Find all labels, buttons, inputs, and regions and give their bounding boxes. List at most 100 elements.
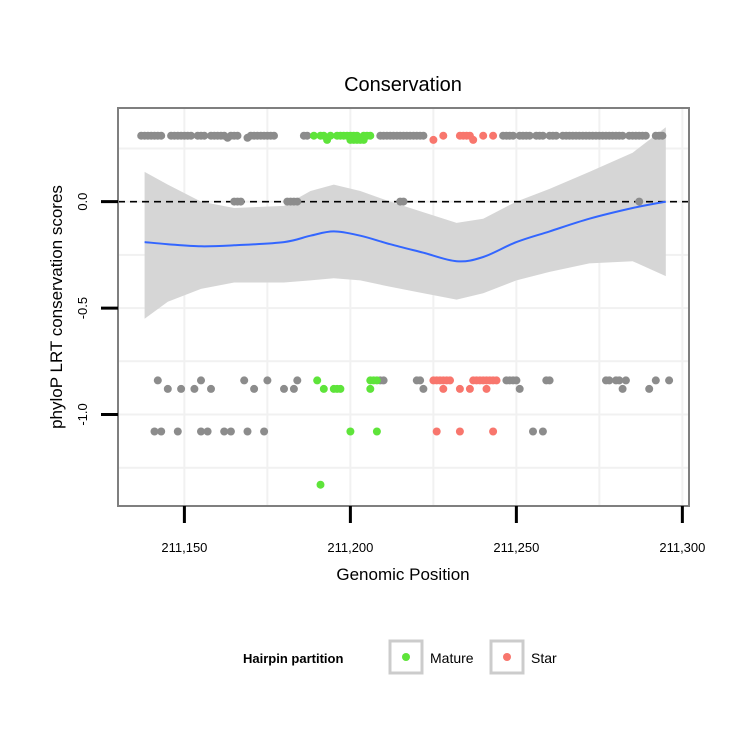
- point-other: [293, 376, 302, 385]
- legend-key-star: [489, 639, 525, 675]
- point-other: [289, 384, 298, 393]
- point-star: [432, 427, 441, 436]
- point-star: [479, 131, 488, 140]
- point-other: [153, 376, 162, 385]
- point-other: [163, 384, 172, 393]
- point-other: [263, 376, 272, 385]
- point-other: [665, 376, 674, 385]
- point-other: [621, 376, 630, 385]
- point-other: [538, 131, 547, 140]
- point-other: [618, 384, 627, 393]
- point-other: [509, 131, 518, 140]
- point-star: [465, 384, 474, 393]
- point-star: [439, 131, 448, 140]
- point-other: [399, 197, 408, 206]
- point-mature: [366, 384, 375, 393]
- point-star: [489, 427, 498, 436]
- chart-title: Conservation: [344, 74, 462, 96]
- point-star: [492, 376, 501, 385]
- point-star: [455, 427, 464, 436]
- point-star: [489, 131, 498, 140]
- x-tick-label: 211,300: [659, 540, 705, 555]
- point-mature: [319, 384, 328, 393]
- point-star: [429, 135, 438, 144]
- legend-title: Hairpin partition: [243, 651, 343, 666]
- point-other: [545, 376, 554, 385]
- point-other: [525, 131, 534, 140]
- point-other: [419, 131, 428, 140]
- points-layer: [137, 131, 674, 489]
- point-other: [177, 384, 186, 393]
- point-other: [150, 427, 159, 436]
- point-star: [446, 376, 454, 385]
- legend-label-star: Star: [531, 650, 557, 666]
- point-mature: [336, 384, 345, 393]
- point-other: [303, 131, 312, 140]
- point-other: [197, 427, 205, 436]
- x-tick-label: 211,250: [493, 540, 539, 555]
- point-other: [379, 376, 388, 385]
- point-other: [197, 376, 205, 385]
- point-other: [190, 384, 199, 393]
- point-mature: [359, 135, 368, 144]
- point-other: [635, 197, 644, 206]
- point-other: [529, 427, 537, 436]
- x-axis: 211,150 211,200 211,250 211,300: [161, 506, 705, 555]
- legend-dot-star: [503, 653, 511, 661]
- point-mature: [346, 427, 355, 436]
- confidence-ribbon: [144, 127, 666, 319]
- point-other: [243, 133, 252, 142]
- point-other: [236, 197, 245, 206]
- point-other: [200, 131, 209, 140]
- x-tick-label: 211,200: [327, 540, 373, 555]
- point-other: [645, 384, 654, 393]
- point-other: [512, 376, 521, 385]
- point-other: [618, 131, 627, 140]
- y-tick-label: 0.0: [75, 193, 90, 211]
- point-star: [439, 384, 448, 393]
- point-mature: [366, 131, 375, 140]
- point-other: [416, 376, 425, 385]
- point-star: [469, 135, 478, 144]
- point-mature: [372, 376, 381, 385]
- point-other: [538, 427, 547, 436]
- point-other: [220, 427, 229, 436]
- legend-label-mature: Mature: [430, 650, 474, 666]
- point-other: [173, 427, 182, 436]
- y-tick-label: -0.5: [75, 297, 90, 319]
- x-axis-title: Genomic Position: [336, 565, 469, 584]
- point-mature: [372, 427, 381, 436]
- point-other: [203, 427, 212, 436]
- point-mature: [323, 135, 332, 144]
- point-other: [223, 133, 232, 142]
- legend-entry-mature: Mature: [388, 639, 474, 675]
- x-tick-label: 211,150: [161, 540, 207, 555]
- point-other: [293, 197, 302, 206]
- smooth-line: [144, 200, 666, 263]
- point-star: [455, 384, 464, 393]
- point-other: [250, 384, 259, 393]
- point-other: [651, 376, 660, 385]
- point-other: [641, 131, 650, 140]
- point-other: [187, 131, 195, 140]
- point-other: [243, 427, 252, 436]
- point-star: [482, 384, 491, 393]
- point-other: [226, 427, 235, 436]
- point-mature: [316, 480, 325, 489]
- legend-entry-star: Star: [489, 639, 557, 675]
- point-other: [605, 376, 614, 385]
- y-axis: 0.0 -0.5 -1.0: [75, 193, 118, 426]
- point-other: [615, 376, 624, 385]
- smooth-line-layer: [144, 200, 666, 263]
- point-other: [260, 427, 269, 436]
- point-other: [157, 427, 166, 436]
- point-other: [419, 384, 428, 393]
- confidence-ribbon-layer: [144, 127, 666, 319]
- point-other: [157, 131, 166, 140]
- y-axis-title: phyloP LRT conservation scores: [47, 185, 66, 429]
- point-other: [280, 384, 288, 393]
- point-other: [552, 131, 561, 140]
- point-other: [658, 131, 667, 140]
- legend: Hairpin partition Mature Star: [243, 639, 557, 675]
